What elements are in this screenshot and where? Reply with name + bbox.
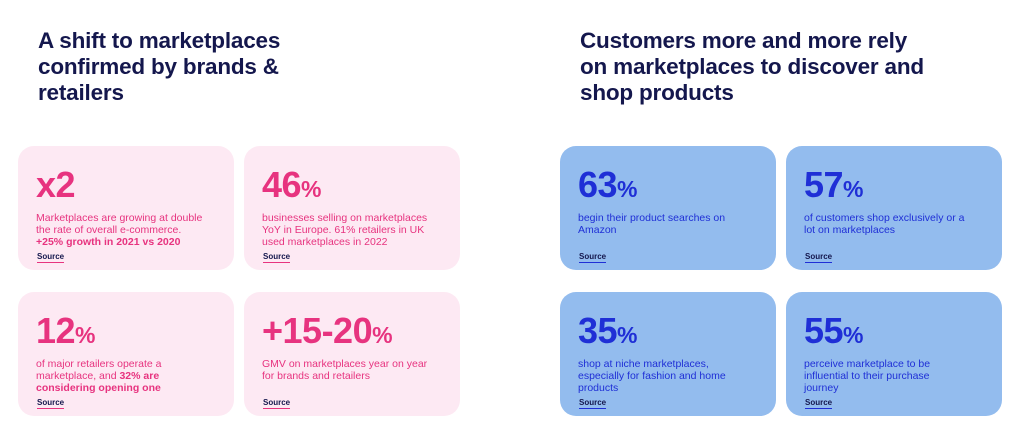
stat-description: GMV on marketplaces year on year for bra… <box>262 358 428 382</box>
stat-value: 46% <box>262 164 322 205</box>
stat-description: Marketplaces are growing at double the r… <box>36 212 203 248</box>
stat-description: of customers shop exclusively or a lot o… <box>804 212 965 236</box>
source-link[interactable]: Source <box>37 398 65 409</box>
right-title-line-3: shop products <box>580 80 734 105</box>
left-section-title: A shift to marketplaces confirmed by bra… <box>38 28 280 106</box>
stat-card-35-percent: 35% shop at niche marketplaces, especial… <box>560 292 776 416</box>
left-title-line-3: retailers <box>38 80 124 105</box>
stat-description: begin their product searches on Amazon <box>578 212 726 236</box>
right-title-line-1: Customers more and more rely <box>580 28 908 53</box>
stat-card-12-percent: 12% of major retailers operate a marketp… <box>18 292 234 416</box>
stat-card-57-percent: 57% of customers shop exclusively or a l… <box>786 146 1002 270</box>
source-link[interactable]: Source <box>805 398 833 409</box>
source-link[interactable]: Source <box>263 252 291 263</box>
stat-value: +15-20% <box>262 310 393 351</box>
stat-card-46-percent: 46% businesses selling on marketplaces Y… <box>244 146 460 270</box>
stat-card-63-percent: 63% begin their product searches on Amaz… <box>560 146 776 270</box>
stat-card-55-percent: 55% perceive marketplace to be influenti… <box>786 292 1002 416</box>
stat-card-x2: x2 Marketplaces are growing at double th… <box>18 146 234 270</box>
left-title-line-1: A shift to marketplaces <box>38 28 281 53</box>
stat-value: 12% <box>36 310 96 351</box>
source-link[interactable]: Source <box>579 252 607 263</box>
stat-description: of major retailers operate a marketplace… <box>36 358 162 394</box>
stat-description: businesses selling on marketplaces YoY i… <box>262 212 428 248</box>
stat-value: 35% <box>578 310 638 351</box>
left-title-line-2: confirmed by brands & <box>38 54 279 79</box>
source-link[interactable]: Source <box>263 398 291 409</box>
source-link[interactable]: Source <box>37 252 65 263</box>
stat-value: 55% <box>804 310 864 351</box>
stat-value: 63% <box>578 164 638 205</box>
stat-card-15-20-percent: +15-20% GMV on marketplaces year on year… <box>244 292 460 416</box>
stat-value: x2 <box>36 164 76 205</box>
source-link[interactable]: Source <box>805 252 833 263</box>
stat-description: perceive marketplace to be influential t… <box>804 358 931 394</box>
right-title-line-2: on marketplaces to discover and <box>580 54 924 79</box>
source-link[interactable]: Source <box>579 398 607 409</box>
stat-value: 57% <box>804 164 864 205</box>
right-section-title: Customers more and more rely on marketpl… <box>580 28 924 106</box>
stat-description: shop at niche marketplaces, especially f… <box>578 358 726 394</box>
